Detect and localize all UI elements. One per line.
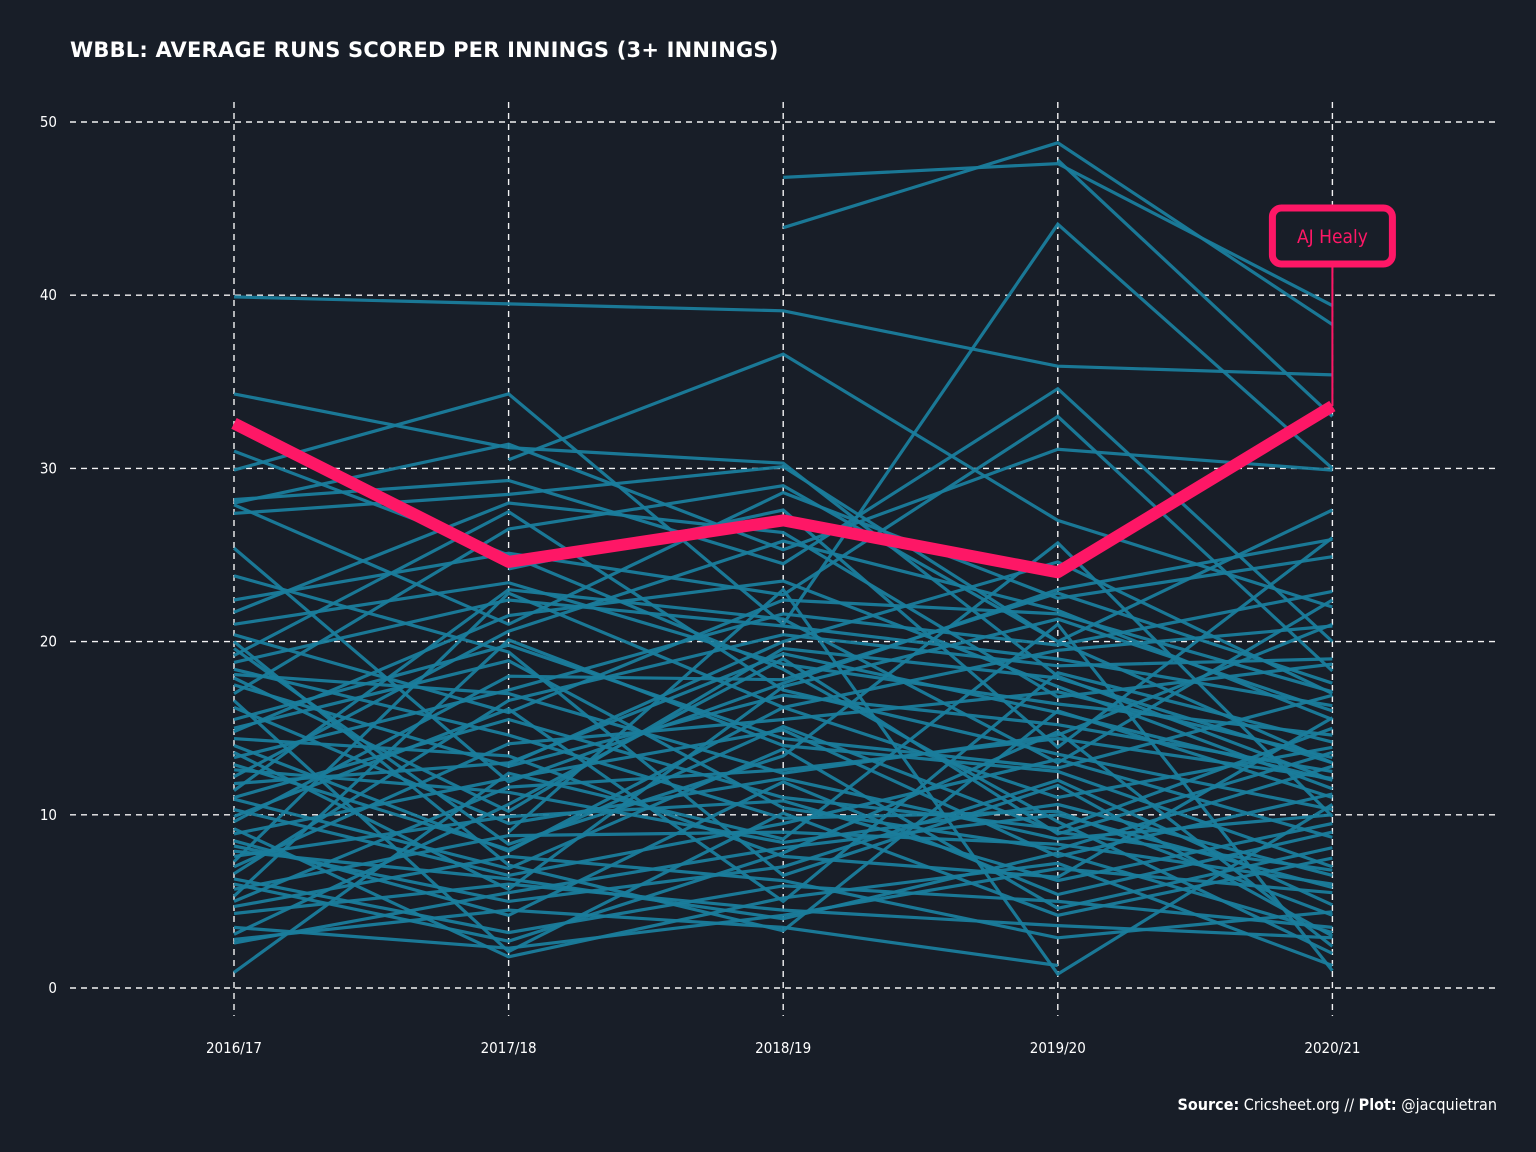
- series-line: [233, 622, 1333, 775]
- series-line: [233, 633, 1333, 876]
- series-line: [233, 414, 1334, 673]
- series-line: [233, 617, 1333, 892]
- series-line: [233, 646, 1333, 814]
- y-tick-label: 40: [40, 286, 57, 304]
- highlight-callout: AJ Healy: [1268, 204, 1396, 407]
- series-line: [233, 813, 1333, 945]
- caption-plot-text: @jacquietran: [1397, 1095, 1497, 1114]
- chart-title: WBBL: AVERAGE RUNS SCORED PER INNINGS (3…: [70, 38, 779, 62]
- caption: Source: Cricsheet.org // Plot: @jacquiet…: [1178, 1095, 1497, 1114]
- series-line: [1056, 158, 1334, 418]
- y-tick-label: 50: [40, 113, 57, 131]
- series-line: [233, 866, 1333, 950]
- series-line: [233, 736, 1333, 903]
- series-line: [233, 643, 1333, 770]
- series-line: [233, 509, 1333, 812]
- series-line: [233, 539, 1333, 779]
- series-line-highlight: [231, 400, 1336, 579]
- series-line: [233, 587, 1334, 792]
- series-line: [233, 442, 1333, 552]
- series-line: [232, 640, 1333, 933]
- series-line: [507, 587, 1334, 977]
- series-line: [232, 537, 1333, 784]
- series-line: [233, 540, 1334, 846]
- series-line: [233, 799, 1333, 883]
- series-line: [233, 908, 1059, 968]
- x-tick-label: 2017/18: [481, 1039, 537, 1057]
- series-line: [233, 729, 1334, 948]
- series-line: [233, 598, 1333, 708]
- x-tick-label: 2016/17: [206, 1039, 262, 1057]
- series-line: [233, 830, 1333, 891]
- series-line: [233, 386, 1334, 643]
- series-line: [233, 652, 1333, 786]
- series-line: [233, 221, 1334, 627]
- series-line: [232, 699, 1333, 954]
- series-line: [233, 780, 1333, 918]
- caption-source-text: Cricsheet.org //: [1239, 1095, 1358, 1114]
- y-tick-label: 30: [40, 459, 57, 477]
- series-line: [233, 854, 1333, 940]
- series-line: [233, 671, 1333, 904]
- series-line: [233, 465, 1334, 765]
- series-line: [233, 716, 1334, 879]
- y-tick-label: 0: [48, 979, 57, 997]
- series-line: [233, 574, 1334, 938]
- x-tick-label: 2018/19: [755, 1039, 811, 1057]
- series-line: [233, 295, 1333, 377]
- highlight-layer: [231, 400, 1336, 579]
- series-line: [233, 490, 1333, 627]
- series-line: [233, 579, 1333, 791]
- series-line: [507, 560, 1334, 767]
- caption-plot-label: Plot:: [1359, 1095, 1397, 1114]
- x-tick-label: 2019/20: [1030, 1039, 1086, 1057]
- callout-label: AJ Healy: [1297, 226, 1368, 248]
- callout-box: [1268, 204, 1396, 268]
- series-line: [233, 392, 1333, 782]
- x-tick-label: 2020/21: [1304, 1039, 1360, 1057]
- caption-source-label: Source:: [1178, 1095, 1240, 1114]
- series-line: [233, 501, 1333, 699]
- series-line: [233, 658, 1333, 852]
- series-line: [233, 657, 1333, 936]
- series-layer: [232, 141, 1334, 977]
- x-axis: 2016/17 2017/18 2018/19 2019/20 2020/21: [206, 1039, 1360, 1057]
- series-line: [783, 161, 1334, 308]
- y-axis: 0 10 20 30 40 50: [40, 113, 57, 997]
- series-line: [782, 141, 1334, 326]
- series-line: [233, 690, 1333, 869]
- y-tick-label: 20: [40, 633, 57, 651]
- series-line: [233, 849, 1333, 935]
- y-tick-label: 10: [40, 806, 57, 824]
- series-line: [233, 724, 1333, 872]
